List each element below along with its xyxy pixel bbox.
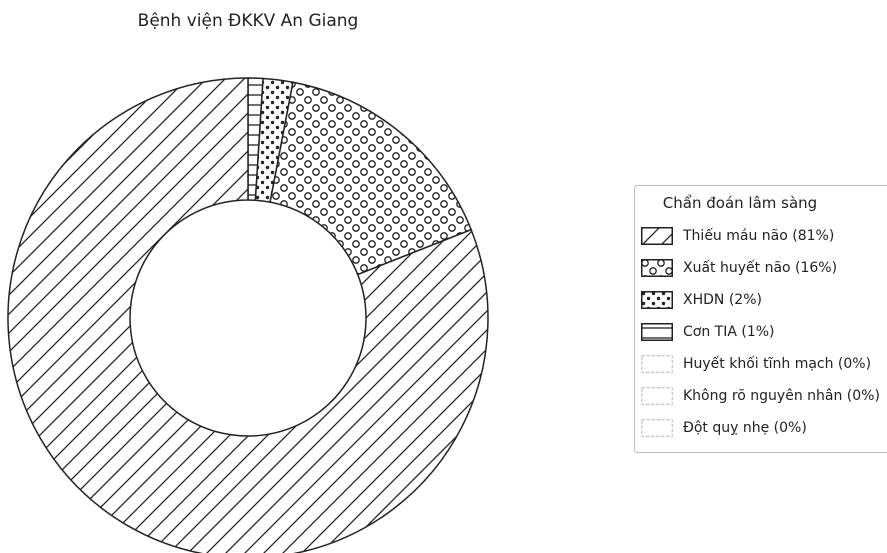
legend-label: Thiếu máu não (81%): [683, 228, 835, 244]
legend: Chẩn đoán lâm sàng Thiếu máu não (81%) Xu…: [634, 185, 887, 453]
legend-swatch-none: [641, 419, 673, 437]
legend-title: Chẩn đoán lâm sàng: [662, 194, 818, 212]
legend-label: Cơn TIA (1%): [683, 324, 775, 340]
legend-label: Không rõ nguyên nhân (0%): [683, 388, 880, 404]
chart-title: Bệnh viện ĐKKV An Giang: [138, 11, 359, 31]
legend-swatch-none: [641, 355, 673, 373]
legend-label: Đột quỵ nhẹ (0%): [683, 420, 807, 436]
legend-swatch-diagonal: [641, 227, 673, 245]
legend-swatch-none: [641, 387, 673, 405]
slice-xuat-huyet-nao-16: [269, 81, 473, 276]
legend-swatch-horizontal: [641, 323, 673, 341]
legend-label: Huyết khối tĩnh mạch (0%): [683, 356, 872, 372]
legend-label: XHDN (2%): [683, 292, 762, 308]
legend-swatch-dots: [641, 291, 673, 309]
legend-label: Xuất huyết não (16%): [683, 260, 838, 276]
legend-swatch-circles: [641, 259, 673, 277]
donut-slices: [7, 77, 489, 553]
slice-thieu-mau-nao-81: [7, 77, 489, 553]
